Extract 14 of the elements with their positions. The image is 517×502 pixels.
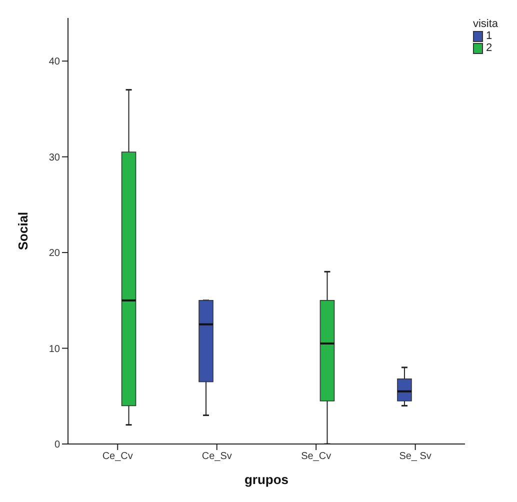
y-tick-label: 10 xyxy=(48,344,60,355)
legend-label: 2 xyxy=(486,42,492,54)
legend-title: visita xyxy=(472,18,498,30)
x-tick-label: Ce_Cv xyxy=(102,451,133,462)
x-tick-label: Ce_Sv xyxy=(202,451,232,462)
y-tick-label: 40 xyxy=(48,56,60,68)
x-tick-label: Se_Cv xyxy=(301,451,332,462)
legend-label: 1 xyxy=(486,30,492,42)
y-tick-label: 20 xyxy=(48,248,60,260)
x-axis-title: grupos xyxy=(244,472,288,487)
y-tick-label: 30 xyxy=(48,152,60,164)
y-tick-label: 0 xyxy=(54,440,60,451)
x-tick-label: Se_ Sv xyxy=(399,451,432,462)
y-axis-title: Social xyxy=(16,212,31,250)
